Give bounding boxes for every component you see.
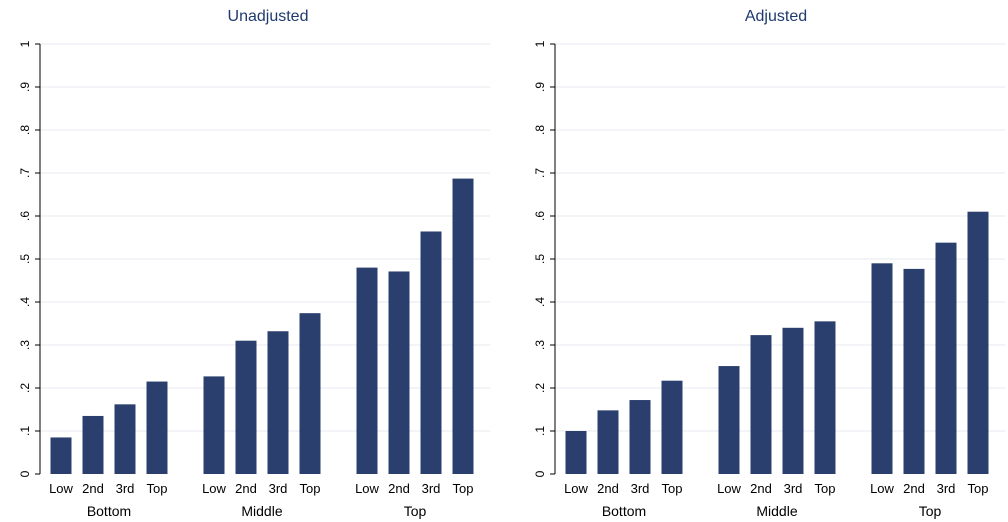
chart-title: Unadjusted: [228, 8, 309, 25]
y-tick-label: 1: [533, 40, 547, 47]
y-tick-label: .6: [533, 211, 547, 221]
bar: [814, 321, 836, 474]
bar: [629, 400, 651, 474]
bar: [299, 313, 321, 474]
y-tick-label: .4: [18, 297, 32, 307]
bar: [146, 381, 168, 474]
category-label: 2nd: [903, 481, 925, 496]
y-tick-label: .1: [533, 426, 547, 436]
category-label: Top: [147, 481, 168, 496]
y-tick-label: .1: [18, 426, 32, 436]
y-tick-label: .7: [533, 168, 547, 178]
chart-panel-unadjusted: Unadjusted 0 .1 .2 .3 .4 .5 .6 .7 .8 .9 1 Low 2nd 3rd T…: [18, 8, 490, 519]
bar: [235, 340, 257, 474]
bar: [782, 327, 804, 474]
bar: [82, 415, 104, 474]
category-label: Top: [968, 481, 989, 496]
y-tick-label: .2: [533, 383, 547, 393]
category-label: 3rd: [784, 481, 803, 496]
y-tick-label: 0: [18, 470, 32, 477]
group-label: Middle: [241, 503, 282, 519]
y-tick-label: 0: [533, 470, 547, 477]
category-label: 2nd: [82, 481, 104, 496]
group-label: Top: [404, 503, 427, 519]
y-tick-label: .8: [18, 125, 32, 135]
bar: [935, 242, 957, 474]
bar: [661, 380, 683, 474]
bar: [50, 437, 72, 474]
y-tick-label: .5: [533, 254, 547, 264]
bar: [114, 404, 136, 474]
y-tick-label: .6: [18, 211, 32, 221]
bar: [565, 431, 587, 474]
chart-panel-adjusted: Adjusted 0 .1 .2 .3 .4 .5 .6 .7 .8 .9 1 Low 2nd 3rd Top…: [533, 8, 1005, 519]
category-label: 2nd: [750, 481, 772, 496]
category-label: 3rd: [422, 481, 441, 496]
y-tick-label: .7: [18, 168, 32, 178]
y-tick-label: .3: [533, 340, 547, 350]
category-label: Low: [717, 481, 741, 496]
category-label: 2nd: [388, 481, 410, 496]
y-tick-label: .5: [18, 254, 32, 264]
bar: [871, 263, 893, 474]
category-label: Low: [870, 481, 894, 496]
bar: [452, 178, 474, 474]
bar: [967, 211, 989, 474]
group-label: Middle: [756, 503, 797, 519]
bar: [597, 410, 619, 474]
bar: [203, 376, 225, 474]
bar: [420, 231, 442, 474]
bar: [267, 331, 289, 474]
category-label: Low: [355, 481, 379, 496]
bar: [356, 267, 378, 474]
category-label: 3rd: [116, 481, 135, 496]
y-tick-label: .9: [533, 82, 547, 92]
y-tick-label: .9: [18, 82, 32, 92]
category-label: Top: [815, 481, 836, 496]
bar: [388, 271, 410, 474]
category-label: Top: [300, 481, 321, 496]
y-tick-label: .2: [18, 383, 32, 393]
category-label: 2nd: [597, 481, 619, 496]
chart-title: Adjusted: [745, 8, 807, 25]
y-tick-label: .3: [18, 340, 32, 350]
bar: [903, 268, 925, 474]
y-tick-label: .8: [533, 125, 547, 135]
category-label: Low: [49, 481, 73, 496]
y-tick-label: 1: [18, 40, 32, 47]
category-label: Top: [453, 481, 474, 496]
category-label: 3rd: [937, 481, 956, 496]
group-label: Bottom: [87, 503, 131, 519]
category-label: 3rd: [269, 481, 288, 496]
category-label: 3rd: [631, 481, 650, 496]
category-label: 2nd: [235, 481, 257, 496]
category-label: Low: [202, 481, 226, 496]
y-tick-label: .4: [533, 297, 547, 307]
group-label: Top: [919, 503, 942, 519]
group-label: Bottom: [602, 503, 646, 519]
category-label: Low: [564, 481, 588, 496]
bar: [718, 366, 740, 474]
bar: [750, 335, 772, 474]
category-label: Top: [662, 481, 683, 496]
